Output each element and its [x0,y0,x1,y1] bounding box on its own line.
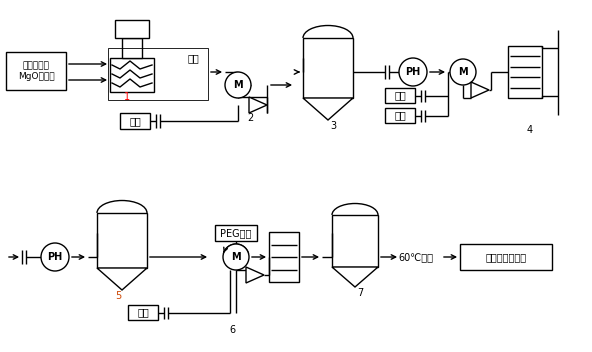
Polygon shape [246,267,264,283]
Text: 4: 4 [527,125,533,135]
FancyBboxPatch shape [120,113,150,129]
Circle shape [399,58,427,86]
Text: PH: PH [406,67,421,77]
Polygon shape [303,98,353,120]
Text: PH: PH [47,252,63,262]
FancyBboxPatch shape [385,88,415,103]
Text: M: M [231,252,241,262]
Text: 盐酸: 盐酸 [129,116,141,126]
FancyBboxPatch shape [122,38,142,58]
Circle shape [450,59,476,85]
Text: 7: 7 [357,288,363,298]
FancyBboxPatch shape [269,232,299,282]
Text: 5: 5 [115,291,121,301]
Text: 氨水: 氨水 [137,308,149,318]
Polygon shape [471,82,489,98]
FancyBboxPatch shape [6,52,66,90]
Text: 取向硅钢用
MgO废弃物: 取向硅钢用 MgO废弃物 [18,61,54,81]
FancyBboxPatch shape [508,46,542,98]
Circle shape [41,243,69,271]
Text: 1: 1 [124,92,130,102]
Text: 2: 2 [247,113,253,123]
Polygon shape [332,267,378,287]
FancyBboxPatch shape [110,58,154,92]
Text: 阻燃级氢氧化镁: 阻燃级氢氧化镁 [485,252,526,262]
Text: M: M [233,80,243,90]
Text: 空气: 空气 [394,111,406,120]
FancyBboxPatch shape [128,305,158,320]
Text: 冷却: 冷却 [187,53,199,63]
Text: 3: 3 [330,121,336,131]
Text: 氨水: 氨水 [394,90,406,101]
Polygon shape [249,97,267,113]
Circle shape [223,244,249,270]
FancyBboxPatch shape [215,225,257,241]
Text: 60℃干燥: 60℃干燥 [398,252,433,262]
FancyBboxPatch shape [115,20,149,38]
Text: M: M [458,67,468,77]
Text: PEG乙醇: PEG乙醇 [220,228,252,238]
FancyBboxPatch shape [303,38,353,98]
Polygon shape [97,268,147,290]
Text: 6: 6 [229,325,235,335]
FancyBboxPatch shape [97,213,147,268]
FancyBboxPatch shape [460,244,552,270]
FancyBboxPatch shape [385,108,415,123]
FancyBboxPatch shape [332,215,378,267]
Circle shape [225,72,251,98]
